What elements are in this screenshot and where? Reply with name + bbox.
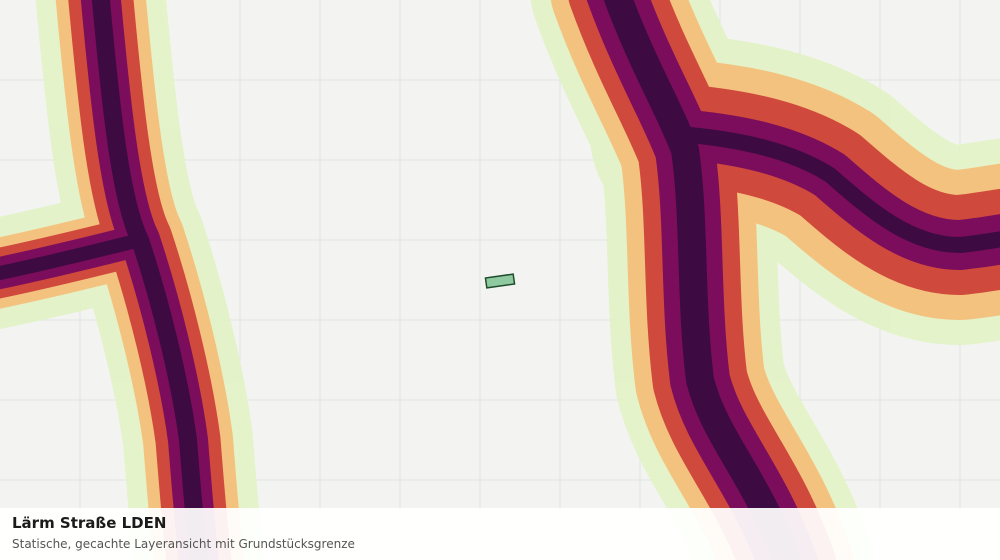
caption-panel: Lärm Straße LDEN Statische, gecachte Lay… bbox=[0, 508, 1000, 560]
parcel-boundary bbox=[484, 273, 516, 289]
map-title: Lärm Straße LDEN bbox=[12, 514, 167, 532]
map-subtitle: Statische, gecachte Layeransicht mit Gru… bbox=[12, 537, 355, 551]
